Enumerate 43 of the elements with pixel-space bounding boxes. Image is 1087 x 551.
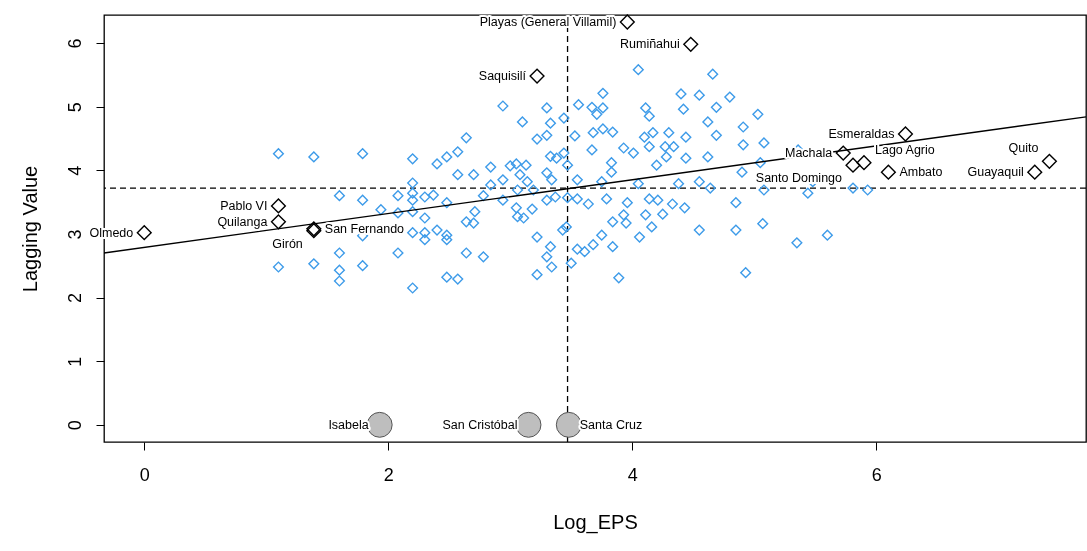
annotation: Isabela [328,417,369,432]
annotation: San Fernando [324,221,405,236]
point [880,164,896,180]
point [835,145,851,161]
point [856,155,872,171]
point [1027,164,1043,180]
y-tick-label: 5 [64,102,85,113]
annotation: Rumiñahui [619,37,680,52]
annotation: Girón [272,236,303,251]
x-tick-label: 6 [871,464,882,485]
y-tick-label: 4 [64,165,85,176]
annotation: Esmeraldas [828,127,895,141]
x-axis-title: Log_EPS [553,510,638,534]
point [619,14,635,30]
point [515,411,542,438]
x-tick-label: 2 [383,464,394,485]
annotation: Quito [1008,141,1039,156]
annotation: Saquisilí [478,69,527,84]
point [845,157,861,173]
point [270,214,287,230]
annotation: Ambato [899,165,943,180]
point [1041,153,1057,169]
point [555,411,582,438]
y-tick-label: 2 [64,293,85,304]
y-axis-title: Lagging Value [18,165,41,293]
y-tick-label: 6 [64,38,85,49]
point [529,68,545,84]
annotation: Playas (General Villamil) [479,15,617,29]
annotation: Pablo VI [220,198,268,213]
point [897,126,914,142]
point [683,36,699,52]
annotation: Santo Domingo [755,171,843,186]
annotation: Guayaquil [967,165,1024,180]
point [136,225,152,241]
annotation: Quilanga [217,214,268,229]
x-tick-label: 4 [627,464,638,485]
annotation: Lago Agrio [874,142,935,157]
y-tick-label: 0 [64,420,85,431]
y-tick-label: 1 [64,356,85,367]
x-tick-label: 0 [139,464,150,485]
y-tick-label: 3 [64,229,85,240]
point [270,198,287,214]
annotation: Santa Cruz [579,417,643,432]
